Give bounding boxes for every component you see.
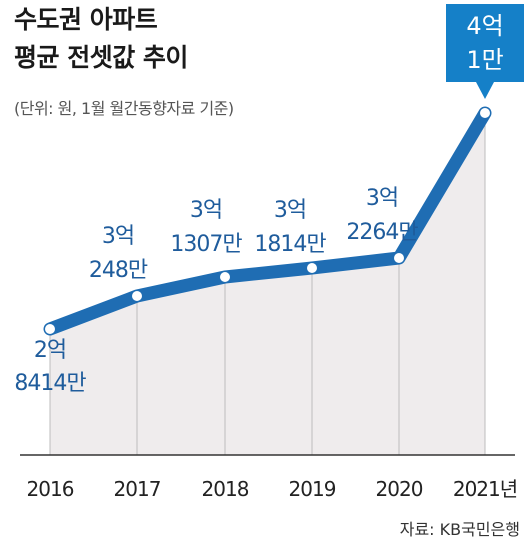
data-point: [220, 272, 230, 282]
x-tick-label: 2020: [376, 477, 423, 501]
callout-label-line2: 1만: [466, 46, 503, 74]
x-tick-label: 2016: [27, 477, 74, 501]
series-line: [43, 106, 492, 336]
chart-area: [50, 113, 485, 455]
x-tick-label: 2017: [114, 477, 161, 501]
x-tick-label: 2018: [202, 477, 249, 501]
chart-title-line-2: 평균 전셋값 추이: [14, 43, 188, 72]
data-label-line2: 1814만: [254, 232, 326, 257]
data-label-line1: 2억: [34, 338, 66, 363]
data-label-line2: 2264만: [346, 220, 418, 245]
data-label-line1: 3억: [102, 224, 134, 249]
data-point: [45, 324, 55, 334]
callout-label-line1: 4억: [466, 12, 503, 40]
data-label-line1: 3억: [190, 198, 222, 223]
data-label-line2: 8414만: [14, 371, 86, 396]
chart-title-line-1: 수도권 아파트: [14, 5, 158, 34]
chart-subtitle: (단위: 원, 1월 월간동향자료 기준): [14, 99, 234, 118]
data-point: [132, 291, 142, 301]
data-point: [480, 108, 490, 118]
x-tick-label: 2021년: [453, 477, 517, 501]
callout-box: [446, 4, 524, 99]
x-tick-label: 2019: [289, 477, 336, 501]
data-point: [394, 253, 404, 263]
data-label-line1: 3억: [366, 186, 398, 211]
data-point: [307, 263, 317, 273]
data-label-line2: 248만: [89, 258, 148, 283]
source-note: 자료: KB국민은행: [399, 520, 520, 539]
data-label-line2: 1307만: [170, 232, 242, 257]
data-label-line1: 3억: [274, 198, 306, 223]
